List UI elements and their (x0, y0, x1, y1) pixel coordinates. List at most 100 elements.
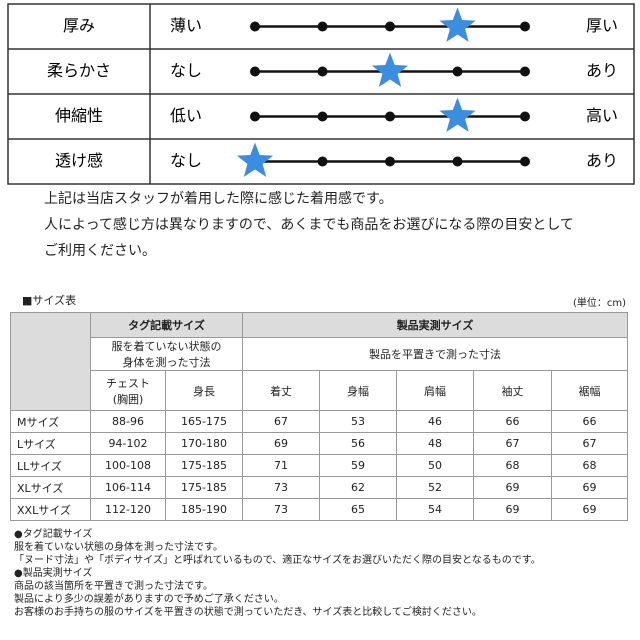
size-value: 106-114 (90, 476, 166, 499)
group-header: タグ記載サイズ (89, 312, 244, 338)
size-value: 69 (473, 476, 553, 499)
size-value: 170-180 (164, 432, 244, 455)
scale-dot (317, 21, 328, 32)
size-label: LLサイズ (10, 454, 91, 477)
size-label: XLサイズ (10, 476, 91, 499)
size-row: XLサイズ 106-114 175-185 73 62 52 69 69 (10, 476, 629, 499)
size-value: 69 (551, 476, 629, 499)
star-marker (236, 142, 274, 177)
feel-label: 伸縮性 (55, 106, 103, 125)
scale-dot (520, 156, 530, 167)
column-header: 裾幅 (551, 370, 629, 411)
size-value: 71 (242, 454, 321, 477)
size-value: 46 (396, 410, 475, 433)
size-value: 67 (551, 432, 629, 455)
scale-dot (520, 66, 530, 77)
size-label: XXLサイズ (10, 498, 91, 521)
table-title: ■サイズ表 (22, 294, 77, 307)
note-line: 人によって感じ方は異なりますので、あくまでも商品をお選びになる際の目安として (44, 217, 574, 233)
group-description: 製品を平置きで測った寸法 (242, 337, 629, 371)
scale-dot (317, 156, 328, 167)
feel-left: なし (170, 61, 202, 80)
scale-dot (452, 156, 463, 167)
column-header: 身長 (164, 370, 244, 411)
scale-dot (250, 21, 260, 32)
note-line: 上記は当店スタッフが着用した際に感じた着用感です。 (44, 191, 393, 207)
star-marker (439, 7, 476, 42)
size-value: 52 (396, 476, 475, 499)
size-label: Lサイズ (10, 432, 91, 455)
notes: 上記は当店スタッフが着用した際に感じた着用感です。人によって感じ方は異なりますの… (44, 186, 574, 264)
footnote-line: お客様のお手持ちの服のサイズを平置きの状態で測っていただき、サイズ表と比較してご… (14, 607, 482, 618)
feel-right: 厚い (586, 16, 618, 35)
size-value: 48 (396, 432, 475, 455)
scale-dot (250, 111, 260, 122)
feel-right: 高い (586, 106, 618, 125)
column-header: 袖丈 (473, 370, 553, 411)
size-value: 62 (319, 476, 398, 499)
size-label: Mサイズ (10, 410, 91, 433)
note-line: ご利用ください。 (44, 243, 156, 259)
scale-dot (520, 21, 530, 32)
table-unit: (単位：cm) (572, 298, 626, 309)
size-table: タグ記載サイズ 製品実測サイズ 服を着ていない状態の 身体を測った寸法 製品を平置きで… (10, 312, 629, 521)
size-value: 66 (473, 410, 553, 433)
size-value: 73 (242, 498, 321, 521)
feel-right: あり (586, 151, 618, 170)
size-value: 100-108 (90, 454, 166, 477)
scale-dot (317, 66, 328, 77)
size-row: XXLサイズ 112-120 185-190 73 65 54 69 69 (10, 498, 629, 521)
feel-right: あり (586, 61, 618, 80)
size-row: Mサイズ 88-96 165-175 67 53 46 66 66 (10, 410, 629, 433)
size-value: 54 (396, 498, 475, 521)
feel-label: 透け感 (55, 151, 103, 170)
footnote-line: 服を着ていない状態の身体を測った寸法です。 (14, 542, 223, 553)
scale-dot (385, 156, 395, 167)
size-value: 165-175 (164, 410, 244, 433)
footnotes: ●タグ記載サイズ服を着ていない状態の身体を測った寸法です。「ヌード寸法」や「ボデ… (14, 528, 541, 619)
column-header: チェスト (胸囲) (90, 370, 166, 411)
size-value: 88-96 (90, 410, 166, 433)
feel-left: 低い (170, 106, 202, 125)
footnote-line: 商品の該当箇所を平置きで測った寸法です。 (14, 581, 213, 592)
scale-dot (452, 66, 463, 77)
size-value: 66 (551, 410, 629, 433)
star-marker (439, 97, 476, 132)
size-value: 67 (473, 432, 553, 455)
size-value: 59 (319, 454, 398, 477)
size-value: 69 (551, 498, 629, 521)
column-header: 肩幅 (396, 370, 475, 411)
size-value: 69 (473, 498, 553, 521)
size-value: 69 (242, 432, 321, 455)
footnote-line: 製品により多少の誤差がありますので予めご了承ください。 (14, 594, 284, 605)
scale-dot (385, 111, 395, 122)
group-header: 製品実測サイズ (242, 312, 629, 338)
corner-cell (10, 312, 91, 411)
size-value: 65 (319, 498, 398, 521)
size-value: 56 (319, 432, 398, 455)
size-row: Lサイズ 94-102 170-180 69 56 48 67 67 (10, 432, 629, 455)
size-value: 67 (242, 410, 321, 433)
footnote-line: ●タグ記載サイズ (14, 529, 93, 540)
size-value: 185-190 (164, 498, 244, 521)
size-value: 50 (396, 454, 475, 477)
scale-dot (250, 66, 260, 77)
footnote-line: 「ヌード寸法」や「ボディサイズ」と呼ばれているもので、適正なサイズをお選びいただ… (14, 555, 541, 566)
column-header: 着丈 (242, 370, 321, 411)
size-value: 53 (319, 410, 398, 433)
size-value: 68 (551, 454, 629, 477)
size-value: 112-120 (90, 498, 166, 521)
column-row: チェスト (胸囲) 身長 着丈 身幅 肩幅 袖丈 裾幅 (11, 370, 629, 411)
scale-dot (520, 111, 530, 122)
footnote-line: ●製品実測サイズ (14, 568, 93, 579)
group-description: 服を着ていない状態の 身体を測った寸法 (89, 337, 244, 371)
size-value: 94-102 (90, 432, 166, 455)
size-value: 175-185 (164, 476, 244, 499)
description-row: 服を着ていない状態の 身体を測った寸法 製品を平置きで測った寸法 (11, 337, 629, 371)
size-value: 68 (473, 454, 553, 477)
feel-label: 厚み (63, 16, 95, 35)
header-row: タグ記載サイズ 製品実測サイズ (10, 312, 629, 411)
feel-label: 柔らかさ (47, 61, 111, 80)
